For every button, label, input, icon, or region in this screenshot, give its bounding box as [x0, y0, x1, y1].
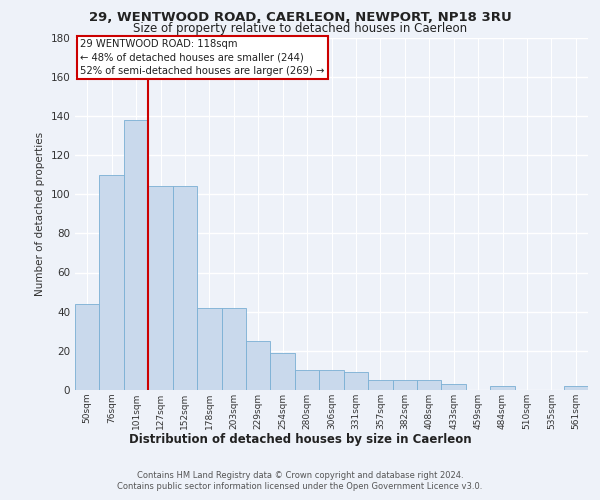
Bar — [100, 174, 124, 390]
Bar — [417, 380, 442, 390]
Bar — [319, 370, 344, 390]
Bar — [246, 341, 271, 390]
Bar — [392, 380, 417, 390]
Y-axis label: Number of detached properties: Number of detached properties — [35, 132, 45, 296]
Bar — [124, 120, 148, 390]
Bar — [197, 308, 221, 390]
Bar — [442, 384, 466, 390]
Bar — [490, 386, 515, 390]
Bar — [148, 186, 173, 390]
Text: Size of property relative to detached houses in Caerleon: Size of property relative to detached ho… — [133, 22, 467, 35]
Bar — [563, 386, 588, 390]
Text: Contains HM Land Registry data © Crown copyright and database right 2024.: Contains HM Land Registry data © Crown c… — [137, 471, 463, 480]
Text: 29 WENTWOOD ROAD: 118sqm
← 48% of detached houses are smaller (244)
52% of semi-: 29 WENTWOOD ROAD: 118sqm ← 48% of detach… — [80, 40, 325, 76]
Bar — [271, 353, 295, 390]
Bar — [173, 186, 197, 390]
Text: Contains public sector information licensed under the Open Government Licence v3: Contains public sector information licen… — [118, 482, 482, 491]
Bar — [295, 370, 319, 390]
Bar — [221, 308, 246, 390]
Bar — [75, 304, 100, 390]
Text: Distribution of detached houses by size in Caerleon: Distribution of detached houses by size … — [128, 432, 472, 446]
Bar — [368, 380, 392, 390]
Bar — [344, 372, 368, 390]
Text: 29, WENTWOOD ROAD, CAERLEON, NEWPORT, NP18 3RU: 29, WENTWOOD ROAD, CAERLEON, NEWPORT, NP… — [89, 11, 511, 24]
